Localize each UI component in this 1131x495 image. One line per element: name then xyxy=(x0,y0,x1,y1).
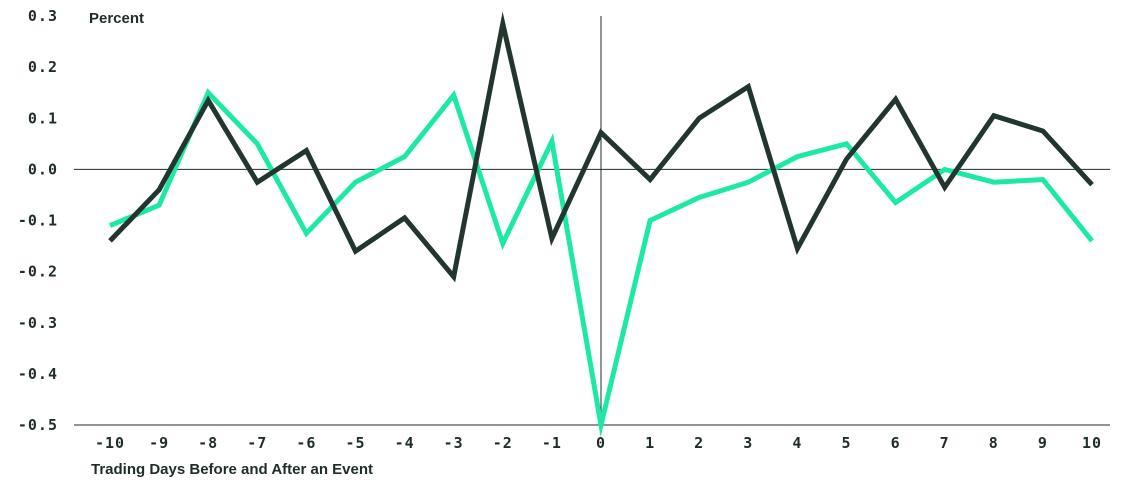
x-tick-label: -8 xyxy=(198,434,218,452)
x-tick-label: -9 xyxy=(149,434,169,452)
y-tick-label: 0.1 xyxy=(28,109,58,127)
x-axis-title: Trading Days Before and After an Event xyxy=(91,461,373,478)
y-axis-title: Percent xyxy=(89,10,144,27)
x-tick-label: -4 xyxy=(395,434,415,452)
x-tick-label: -3 xyxy=(444,434,464,452)
y-tick-label: 0.3 xyxy=(28,7,58,25)
series-line-2 xyxy=(108,11,1094,283)
x-tick-label: -7 xyxy=(247,434,267,452)
x-axis-ticks: -10 -9 -8 -7 -6 -5 -4 -3 -2 -1 0 1 2 3 4 5 6 7 8 9 10 xyxy=(95,434,1102,452)
y-tick-label: -0.1 xyxy=(18,212,58,230)
x-tick-label: -2 xyxy=(493,434,513,452)
y-tick-label: -0.3 xyxy=(18,314,58,332)
x-tick-label: -6 xyxy=(296,434,316,452)
x-tick-label: 8 xyxy=(989,434,999,452)
x-tick-label: 10 xyxy=(1082,434,1102,452)
x-tick-label: 0 xyxy=(596,434,606,452)
y-axis-ticks: 0.3 0.2 0.1 0.0 -0.1 -0.2 -0.3 -0.4 -0.5 xyxy=(18,7,58,434)
y-tick-label: -0.4 xyxy=(18,365,58,383)
y-tick-label: -0.2 xyxy=(18,263,58,281)
x-tick-label: 6 xyxy=(891,434,901,452)
x-tick-label: -10 xyxy=(95,434,125,452)
y-tick-label: -0.5 xyxy=(18,416,58,434)
x-tick-label: 2 xyxy=(694,434,704,452)
x-tick-label: 3 xyxy=(743,434,753,452)
x-tick-label: 1 xyxy=(645,434,655,452)
x-tick-label: -1 xyxy=(542,434,562,452)
x-tick-label: -5 xyxy=(345,434,365,452)
x-tick-label: 7 xyxy=(940,434,950,452)
series-group xyxy=(108,11,1094,438)
x-tick-label: 4 xyxy=(792,434,802,452)
x-tick-label: 9 xyxy=(1038,434,1048,452)
x-tick-label: 5 xyxy=(841,434,851,452)
y-tick-label: 0.2 xyxy=(28,58,58,76)
y-tick-label: 0.0 xyxy=(28,160,58,178)
